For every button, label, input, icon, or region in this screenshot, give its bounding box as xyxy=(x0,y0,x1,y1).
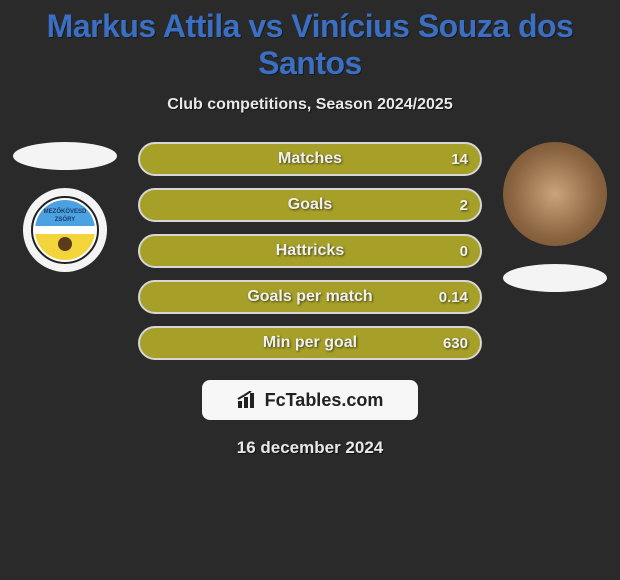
brand-text: FcTables.com xyxy=(265,390,384,411)
stat-label: Hattricks xyxy=(138,234,482,268)
player-left-column: MEZŐKÖVESD ZSÓRY xyxy=(10,142,120,272)
stat-row: Hattricks0 xyxy=(138,234,482,268)
crest-icon: MEZŐKÖVESD ZSÓRY xyxy=(30,195,100,265)
stat-value-right: 14 xyxy=(451,142,468,176)
stat-label: Matches xyxy=(138,142,482,176)
stat-label: Goals xyxy=(138,188,482,222)
player-right-column xyxy=(500,142,610,310)
page-title: Markus Attila vs Vinícius Souza dos Sant… xyxy=(0,0,620,82)
stat-row: Goals per match0.14 xyxy=(138,280,482,314)
stat-label: Goals per match xyxy=(138,280,482,314)
stat-row: Goals2 xyxy=(138,188,482,222)
svg-text:MEZŐKÖVESD: MEZŐKÖVESD xyxy=(44,208,87,215)
stat-row: Min per goal630 xyxy=(138,326,482,360)
player-left-placeholder xyxy=(13,142,117,170)
bars-icon xyxy=(237,391,259,409)
subtitle: Club competitions, Season 2024/2025 xyxy=(0,96,620,114)
comparison-panel: MEZŐKÖVESD ZSÓRY Matches14 Goals2 Hattrick… xyxy=(0,142,620,360)
stat-label: Min per goal xyxy=(138,326,482,360)
stat-value-right: 630 xyxy=(443,326,468,360)
brand-badge: FcTables.com xyxy=(202,380,418,420)
svg-text:ZSÓRY: ZSÓRY xyxy=(55,215,75,223)
club-crest-left: MEZŐKÖVESD ZSÓRY xyxy=(23,188,107,272)
stat-value-right: 0.14 xyxy=(439,280,468,314)
club-crest-right-placeholder xyxy=(503,264,607,292)
player-right-avatar xyxy=(503,142,607,246)
date-text: 16 december 2024 xyxy=(0,438,620,458)
stats-bars: Matches14 Goals2 Hattricks0 Goals per match… xyxy=(138,142,482,360)
stat-value-right: 2 xyxy=(460,188,468,222)
stat-value-right: 0 xyxy=(460,234,468,268)
stat-row: Matches14 xyxy=(138,142,482,176)
